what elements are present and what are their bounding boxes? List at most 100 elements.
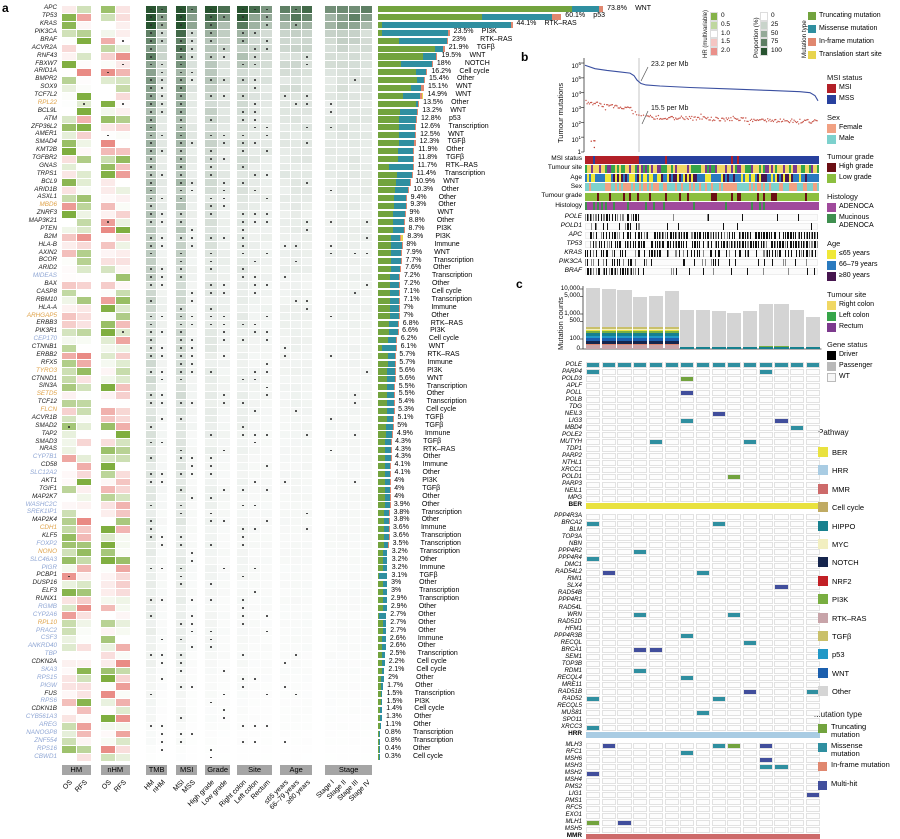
b-clinical-tick — [791, 183, 793, 192]
significance-dot — [284, 740, 287, 743]
heatmap-cell — [249, 447, 261, 454]
b-barcode-tick — [625, 240, 627, 248]
heatmap-cell — [325, 147, 337, 155]
heatmap-cell — [337, 352, 349, 360]
mutation-type-label: Truncating mutation — [819, 12, 881, 19]
oncoprint-cell — [774, 474, 789, 481]
b-barcode-tick — [591, 267, 593, 275]
heatmap-cell — [249, 305, 261, 313]
b-barcode-tick — [807, 249, 809, 257]
c-gene-label: PARP3 — [562, 480, 582, 487]
gene-label: FOXP2 — [36, 539, 57, 547]
heatmap-cell — [291, 76, 302, 84]
oncoprint-cell — [617, 383, 632, 390]
heatmap-cell — [77, 517, 91, 525]
prevalence-bar-segment — [411, 84, 422, 92]
b-barcode-tick — [679, 231, 681, 239]
prevalence-bar-segment — [398, 140, 415, 147]
heatmap-cell — [218, 699, 231, 706]
c-axis-tick: 1,000 — [564, 309, 580, 317]
heatmap-cell — [337, 565, 349, 573]
heatmap-cell — [361, 486, 373, 494]
b-clinical-tick — [795, 202, 797, 210]
heatmap-cell — [261, 265, 273, 273]
b-clinical-tick — [625, 192, 627, 201]
significance-dot — [180, 118, 183, 121]
significance-dot — [191, 8, 194, 11]
b-clinical-tick — [815, 155, 817, 164]
heatmap-cell — [205, 124, 218, 132]
oncoprint-cell — [727, 390, 742, 397]
proportion-legend-tick: 50 — [771, 29, 779, 37]
c-count-bar — [743, 311, 758, 349]
b-barcode-tick — [703, 240, 705, 248]
heatmap-cell — [176, 431, 187, 439]
heatmap-cell — [361, 431, 373, 439]
oncoprint-cell — [805, 411, 820, 418]
oncoprint-cell — [601, 439, 616, 446]
heatmap-cell — [280, 195, 291, 202]
heatmap-cell — [237, 636, 249, 643]
b-clinical-tick — [769, 155, 771, 164]
heatmap-cell — [349, 179, 361, 187]
b-clinical-tick — [611, 192, 613, 201]
prevalence-bar-segment — [401, 242, 403, 249]
heatmap-cell — [146, 258, 157, 265]
c-count-bar — [805, 317, 820, 349]
b-barcode-tick — [810, 249, 812, 257]
b-clinical-tick — [801, 192, 803, 201]
heatmap-cell — [116, 620, 130, 628]
heatmap-cell — [116, 533, 130, 541]
oncoprint-cell — [680, 474, 695, 481]
heatmap-cell — [116, 376, 130, 384]
b-clinical-tick — [697, 183, 699, 192]
b-barcode-tick — [801, 249, 803, 257]
b-clinical-tick — [705, 155, 707, 164]
b-gene-track-label: PIK3CA — [558, 258, 582, 265]
heatmap-cell — [101, 250, 115, 258]
heatmap-cell — [249, 415, 261, 423]
b-clinical-tick — [643, 183, 645, 192]
significance-dot — [284, 244, 287, 247]
heatmap-cell — [205, 84, 218, 92]
b-barcode-tick — [809, 240, 811, 248]
heatmap-cell — [349, 321, 361, 328]
b-clinical-tick — [777, 183, 779, 192]
heatmap-cell — [176, 643, 187, 651]
heatmap-cell — [325, 273, 337, 281]
heatmap-cell — [261, 76, 273, 84]
prevalence-bar-segment — [415, 124, 417, 131]
heatmap-cell — [337, 179, 349, 187]
heatmap-cell — [280, 706, 291, 714]
oncoprint-cell — [586, 612, 601, 619]
b-clinical-tick — [815, 202, 817, 210]
b-clinical-tick — [625, 183, 627, 192]
b-barcode-tick — [631, 267, 633, 275]
heatmap-cell — [325, 462, 337, 470]
heatmap-cell — [157, 706, 168, 714]
prevalence-bar-segment — [403, 226, 405, 233]
heatmap-cell — [77, 124, 91, 132]
b-barcode-tick — [791, 231, 793, 239]
b-barcode-tick — [605, 267, 607, 275]
heatmap-cell — [291, 667, 302, 675]
heatmap-cell — [205, 218, 218, 226]
oncoprint-cell — [664, 397, 679, 404]
heatmap-cell — [176, 423, 187, 431]
b-clinical-tick — [653, 155, 655, 164]
heatmap-cell — [176, 517, 187, 525]
b-barcode-tick — [759, 231, 761, 239]
heatmap-cell — [62, 699, 76, 706]
heatmap-cell — [349, 116, 361, 124]
significance-dot — [329, 110, 332, 113]
c-count-bar-segment — [617, 345, 632, 349]
oncoprint-cell — [617, 432, 632, 439]
b-clinical-tick — [755, 164, 757, 173]
prevalence-bar-segment — [389, 329, 398, 336]
b-barcode-tick — [601, 240, 603, 248]
heatmap-cell — [280, 187, 291, 195]
significance-dot — [150, 394, 153, 397]
oncoprint-cell — [758, 432, 773, 439]
oncoprint-cell — [664, 682, 679, 689]
significance-dot — [150, 118, 153, 121]
